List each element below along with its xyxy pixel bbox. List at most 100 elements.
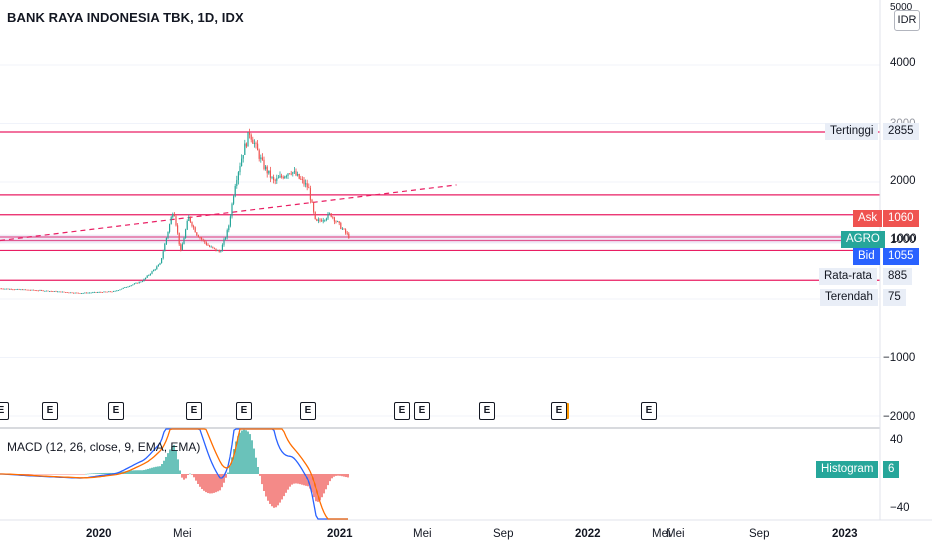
candle-body xyxy=(52,291,54,292)
trendline[interactable] xyxy=(0,184,457,242)
histogram-bar xyxy=(151,467,153,474)
candle-body xyxy=(73,292,75,294)
histogram-bar xyxy=(169,449,171,474)
histogram-bar xyxy=(347,474,349,478)
bid-label: Bid xyxy=(853,248,880,265)
histogram-bar xyxy=(193,474,195,478)
candle-body xyxy=(289,173,291,175)
candle-body xyxy=(202,239,204,241)
histogram-bar xyxy=(55,474,57,475)
histogram-label: Histogram xyxy=(816,461,879,478)
histogram-bar xyxy=(251,440,253,474)
candle-body xyxy=(85,292,87,294)
candle-body xyxy=(180,244,182,251)
price-label-minus-1000: −1000 xyxy=(883,352,916,364)
histogram-bar xyxy=(41,474,43,475)
candle-body xyxy=(71,292,73,294)
candle-body xyxy=(109,291,111,293)
earnings-marker[interactable]: E xyxy=(42,402,58,420)
candle-body xyxy=(268,170,270,174)
candle-body xyxy=(63,291,65,293)
candle-body xyxy=(149,273,151,275)
candle-body xyxy=(69,292,71,294)
candle-body xyxy=(141,281,143,283)
histogram-bar xyxy=(87,473,89,475)
candle-body xyxy=(15,289,17,290)
candle-body xyxy=(49,291,51,292)
histogram-bar xyxy=(85,473,87,475)
histogram-bar xyxy=(93,473,95,474)
histogram-bar xyxy=(327,474,329,486)
candle-body xyxy=(266,166,268,174)
candle-body xyxy=(181,244,183,251)
candle-body xyxy=(205,242,207,245)
lowest-label: Terendah xyxy=(820,289,878,306)
candle-body xyxy=(308,187,310,189)
candle-body xyxy=(132,284,134,286)
earnings-marker[interactable]: E xyxy=(479,402,495,420)
histogram-bar xyxy=(95,473,97,474)
candle-body xyxy=(329,213,331,215)
candle-body xyxy=(50,291,52,292)
histogram-bar xyxy=(301,474,303,485)
candle-body xyxy=(258,150,260,159)
earnings-marker[interactable]: E xyxy=(394,402,410,420)
histogram-bar xyxy=(29,474,31,475)
candle-body xyxy=(185,229,187,239)
histogram-bar xyxy=(107,472,109,474)
histogram-bar xyxy=(73,474,75,475)
histogram-bar xyxy=(57,474,59,475)
earnings-marker[interactable]: E xyxy=(186,402,202,420)
earnings-marker[interactable]: E xyxy=(551,402,567,420)
histogram-bar xyxy=(199,474,201,487)
earnings-marker[interactable]: E xyxy=(641,402,657,420)
macd-title[interactable]: MACD (12, 26, close, 9, EMA, EMA) xyxy=(7,440,201,454)
histogram-bar xyxy=(297,474,299,484)
earnings-marker[interactable]: E xyxy=(414,402,430,420)
earnings-marker[interactable]: E xyxy=(236,402,252,420)
histogram-bar xyxy=(333,474,335,477)
candle-body xyxy=(305,183,307,185)
horizontal-levels[interactable] xyxy=(0,131,880,281)
histogram-bar xyxy=(99,473,101,474)
candle-body xyxy=(39,290,41,291)
candle-body xyxy=(33,289,35,291)
candle-body xyxy=(122,287,124,289)
histogram-bar xyxy=(213,474,215,493)
candle-body xyxy=(330,213,332,217)
candle-body xyxy=(82,293,84,294)
histogram-bar xyxy=(335,474,337,476)
histogram-bar xyxy=(247,431,249,474)
earnings-marker[interactable]: E xyxy=(300,402,316,420)
candle-body xyxy=(239,166,241,173)
candle-body xyxy=(41,290,43,291)
candle-body xyxy=(201,237,203,240)
tertinggi-label: Tertinggi xyxy=(825,123,879,140)
earnings-marker[interactable]: E xyxy=(108,402,124,420)
histogram-bar xyxy=(177,459,179,474)
histogram-bar xyxy=(253,448,255,474)
chart-title: BANK RAYA INDONESIA TBK, 1D, IDX xyxy=(7,10,244,25)
histogram-bar xyxy=(309,474,311,489)
histogram-bar xyxy=(109,472,111,474)
candle-body xyxy=(42,290,44,292)
candle-body xyxy=(57,291,59,293)
candle-body xyxy=(117,290,119,291)
candle-body xyxy=(277,177,279,179)
histogram-bar xyxy=(283,474,285,497)
earnings-marker[interactable]: E xyxy=(0,402,9,420)
candle-body xyxy=(138,281,140,284)
histogram-bar xyxy=(337,474,339,476)
histogram-bar xyxy=(281,474,283,500)
histogram-bar xyxy=(39,474,41,475)
candle-body xyxy=(178,232,180,245)
histogram-bar xyxy=(133,470,135,474)
currency-button[interactable]: IDR xyxy=(894,10,920,31)
candle-body xyxy=(297,174,299,176)
candle-body xyxy=(103,291,105,293)
candle-body xyxy=(199,237,201,239)
histogram-bar xyxy=(287,474,289,490)
candle-body xyxy=(241,158,243,167)
lowest-value: 75 xyxy=(883,289,906,306)
